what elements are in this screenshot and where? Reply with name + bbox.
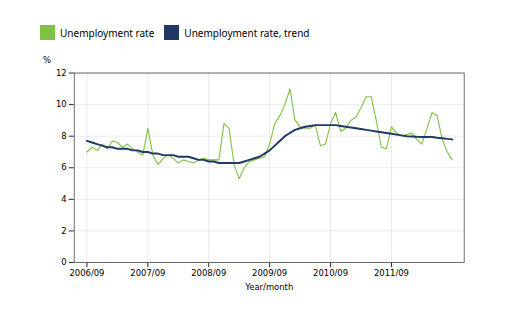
html-text:Unemployment rate: Unemployment rate — [60, 25, 155, 40]
svg-text:12: 12 — [56, 68, 67, 78]
svg-text:4: 4 — [61, 194, 66, 204]
svg-text:%: % — [43, 55, 51, 65]
html-text:Unemployment rate, trend: Unemployment rate, trend — [184, 25, 310, 40]
svg-text:2008/09: 2008/09 — [191, 268, 226, 278]
svg-text:2007/09: 2007/09 — [130, 268, 165, 278]
svg-text:2011/09: 2011/09 — [374, 268, 409, 278]
svg-text:2010/09: 2010/09 — [313, 268, 348, 278]
svg-text:6: 6 — [61, 162, 66, 172]
svg-text:2: 2 — [61, 226, 66, 236]
svg-text:0: 0 — [61, 257, 66, 267]
svg-text:10: 10 — [56, 99, 67, 109]
svg-text:2006/09: 2006/09 — [69, 268, 104, 278]
svg-text:2009/09: 2009/09 — [252, 268, 287, 278]
svg-text:Year/month: Year/month — [244, 282, 293, 292]
svg-text:8: 8 — [61, 131, 66, 141]
